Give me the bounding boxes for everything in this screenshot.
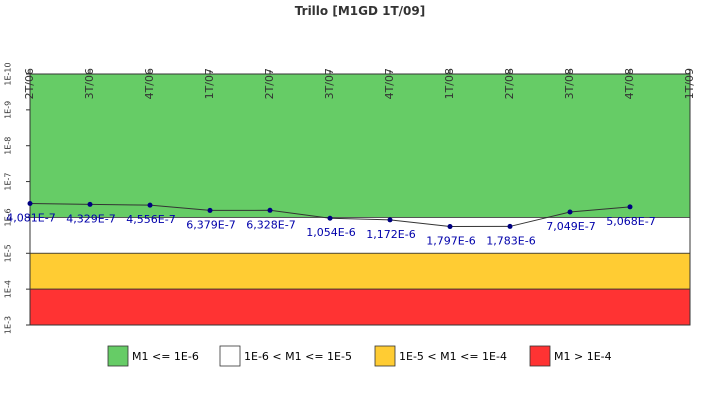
x-tick-label: 4T/08 bbox=[623, 68, 636, 99]
data-point bbox=[447, 224, 453, 230]
x-tick-label: 2T/06 bbox=[23, 68, 36, 99]
x-tick-label: 4T/07 bbox=[383, 68, 396, 99]
data-point bbox=[327, 215, 333, 221]
y-tick-label: 1E-10 bbox=[4, 62, 13, 85]
x-tick-label: 3T/07 bbox=[323, 68, 336, 99]
value-label: 1,783E-6 bbox=[486, 234, 535, 247]
x-tick-label: 3T/08 bbox=[563, 68, 576, 99]
legend-swatch bbox=[107, 345, 129, 367]
data-point bbox=[147, 202, 153, 208]
data-point bbox=[87, 201, 93, 207]
data-point bbox=[207, 207, 213, 213]
plot-frame bbox=[29, 73, 691, 326]
band bbox=[29, 73, 691, 218]
legend-label: 1E-5 < M1 <= 1E-4 bbox=[399, 350, 507, 363]
legend-swatch bbox=[219, 345, 241, 367]
value-label: 4,081E-7 bbox=[6, 211, 55, 224]
value-label: 6,328E-7 bbox=[246, 218, 295, 231]
y-tick-label: 1E-7 bbox=[4, 173, 13, 191]
value-label: 1,172E-6 bbox=[366, 228, 415, 241]
value-label: 7,049E-7 bbox=[546, 220, 595, 233]
value-label: 1,054E-6 bbox=[306, 226, 355, 239]
data-point bbox=[267, 207, 273, 213]
value-label: 4,556E-7 bbox=[126, 213, 175, 226]
value-label: 4,329E-7 bbox=[66, 212, 115, 225]
chart-title: Trillo [M1GD 1T/09] bbox=[295, 4, 425, 18]
y-tick-label: 1E-8 bbox=[4, 137, 13, 155]
band bbox=[29, 252, 691, 290]
value-label: 1,797E-6 bbox=[426, 235, 475, 248]
legend-swatch bbox=[529, 345, 551, 367]
x-tick-label: 3T/06 bbox=[83, 68, 96, 99]
data-point bbox=[567, 209, 573, 215]
band bbox=[29, 288, 691, 326]
y-tick-label: 1E-4 bbox=[4, 280, 13, 298]
x-tick-label: 1T/07 bbox=[203, 68, 216, 99]
data-point bbox=[27, 200, 33, 206]
y-tick-label: 1E-6 bbox=[4, 208, 13, 226]
x-tick-label: 2T/07 bbox=[263, 68, 276, 99]
legend-swatch bbox=[374, 345, 396, 367]
y-tick-label: 1E-5 bbox=[4, 244, 13, 262]
y-tick-label: 1E-9 bbox=[4, 101, 13, 119]
legend-label: 1E-6 < M1 <= 1E-5 bbox=[244, 350, 352, 363]
x-tick-label: 4T/06 bbox=[143, 68, 156, 99]
value-label: 6,379E-7 bbox=[186, 218, 235, 231]
legend-label: M1 > 1E-4 bbox=[554, 350, 612, 363]
legend-label: M1 <= 1E-6 bbox=[132, 350, 199, 363]
data-point bbox=[627, 204, 633, 210]
x-tick-label: 1T/08 bbox=[443, 68, 456, 99]
x-tick-label: 1T/09 bbox=[683, 68, 696, 99]
value-label: 5,068E-7 bbox=[606, 215, 655, 228]
data-point bbox=[387, 217, 393, 223]
y-tick-label: 1E-3 bbox=[4, 316, 13, 334]
band bbox=[29, 217, 691, 254]
data-point bbox=[507, 223, 513, 229]
x-tick-label: 2T/08 bbox=[503, 68, 516, 99]
